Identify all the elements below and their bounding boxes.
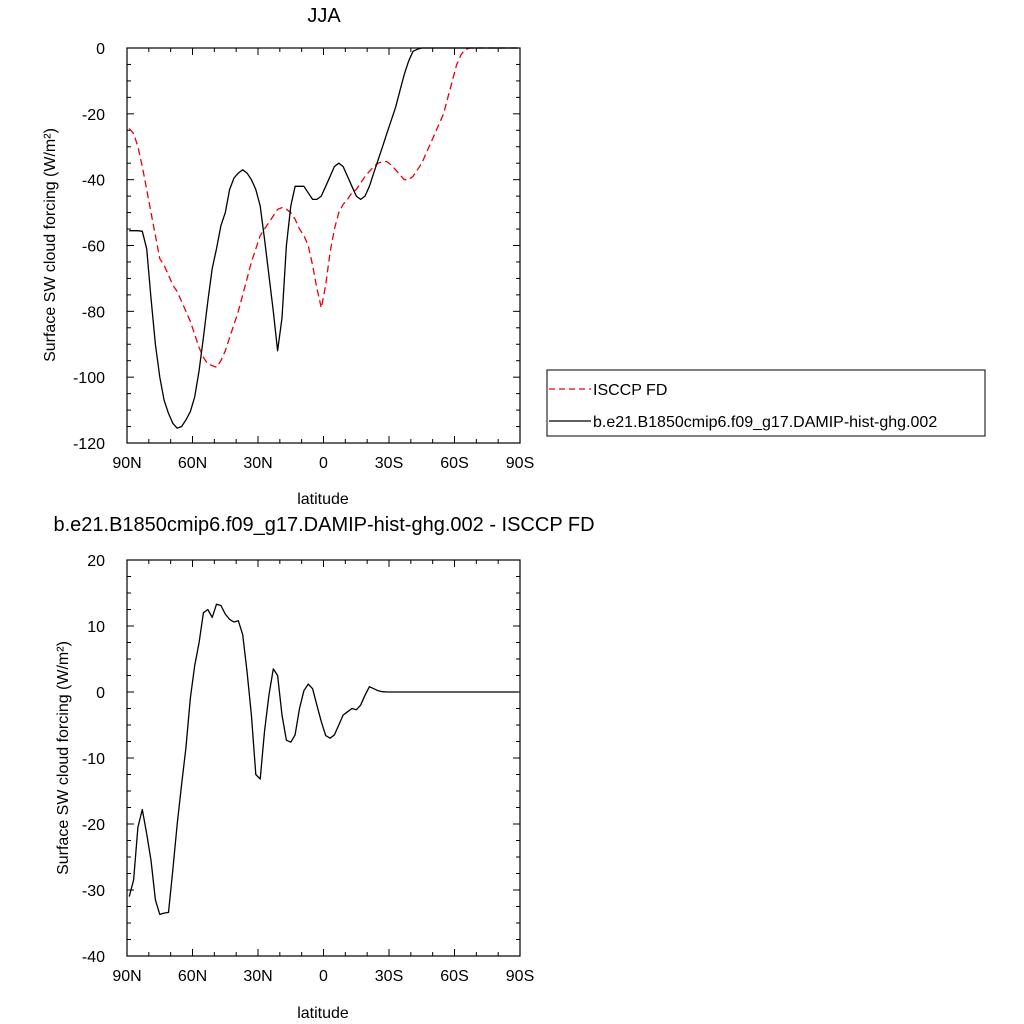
x-tick-label: 60N <box>178 455 207 472</box>
chart-panel-difference: b.e21.B1850cmip6.f09_g17.DAMIP-hist-ghg.… <box>53 514 594 1022</box>
x-tick-label: 60S <box>440 968 468 985</box>
legend-box <box>546 369 986 437</box>
difference-line <box>128 603 518 916</box>
plot-frame <box>126 47 521 444</box>
legend-entry-isccp: ISCCP FD <box>593 382 667 399</box>
x-axis-label: latitude <box>297 1005 349 1022</box>
y-axis-label: Surface SW cloud forcing (W/m²) <box>55 641 72 875</box>
plot-frame <box>126 559 521 957</box>
y-tick-label: 0 <box>96 685 105 702</box>
series-layer <box>128 47 518 429</box>
y-tick-label: -60 <box>82 239 105 256</box>
x-tick-label: 60S <box>440 455 468 472</box>
x-tick-label: 90N <box>112 968 141 985</box>
chart-title: JJA <box>307 5 341 27</box>
series-layer <box>128 603 518 916</box>
series-line-be21b1850cmip6f09g17damiphistghg002 <box>129 47 518 429</box>
y-tick-label: -80 <box>82 304 105 321</box>
x-tick-label: 0 <box>319 968 328 985</box>
x-tick-label: 30S <box>375 455 403 472</box>
x-tick-label: 60N <box>178 968 207 985</box>
y-tick-label: -10 <box>82 751 105 768</box>
x-axis-label: latitude <box>297 491 349 508</box>
series-line-isccp <box>128 47 518 368</box>
x-tick-label: 0 <box>319 455 328 472</box>
x-tick-label: 90S <box>506 968 534 985</box>
tick-layer: 90N 60N 30N 0 30S 60S 90S 20 10 0 -10 -20 -30 -40 <box>82 553 534 985</box>
y-tick-label: -100 <box>73 370 105 387</box>
x-tick-label: 90N <box>112 455 141 472</box>
y-tick-label: -40 <box>82 173 105 190</box>
legend: ISCCP FD b.e21.B1850cmip6.f09_g17.DAMIP-… <box>546 369 986 437</box>
y-tick-label: 20 <box>87 553 105 570</box>
x-tick-label: 90S <box>506 455 534 472</box>
tick-layer: 90N 60N 30N 0 30S 60S 90S 0 -20 -40 -60 -80 -100 -120 <box>73 41 534 472</box>
y-axis-label: Surface SW cloud forcing (W/m²) <box>42 128 59 362</box>
y-tick-label: -20 <box>82 817 105 834</box>
x-tick-label: 30S <box>375 968 403 985</box>
y-tick-label: -30 <box>82 883 105 900</box>
x-tick-label: 30N <box>243 968 272 985</box>
y-tick-label: 0 <box>96 41 105 58</box>
y-tick-label: -120 <box>73 436 105 453</box>
y-tick-label: -20 <box>82 107 105 124</box>
x-tick-label: 30N <box>243 455 272 472</box>
chart-panel-seasonal: JJA 90N 60N 30N 0 30S 60S 90S 0 -20 -40 -60 -80 -100… <box>42 5 986 508</box>
chart-title: b.e21.B1850cmip6.f09_g17.DAMIP-hist-ghg.… <box>53 514 594 536</box>
legend-entry-model: b.e21.B1850cmip6.f09_g17.DAMIP-hist-ghg.… <box>593 414 937 431</box>
y-tick-label: 10 <box>87 619 105 636</box>
y-tick-label: -40 <box>82 949 105 966</box>
